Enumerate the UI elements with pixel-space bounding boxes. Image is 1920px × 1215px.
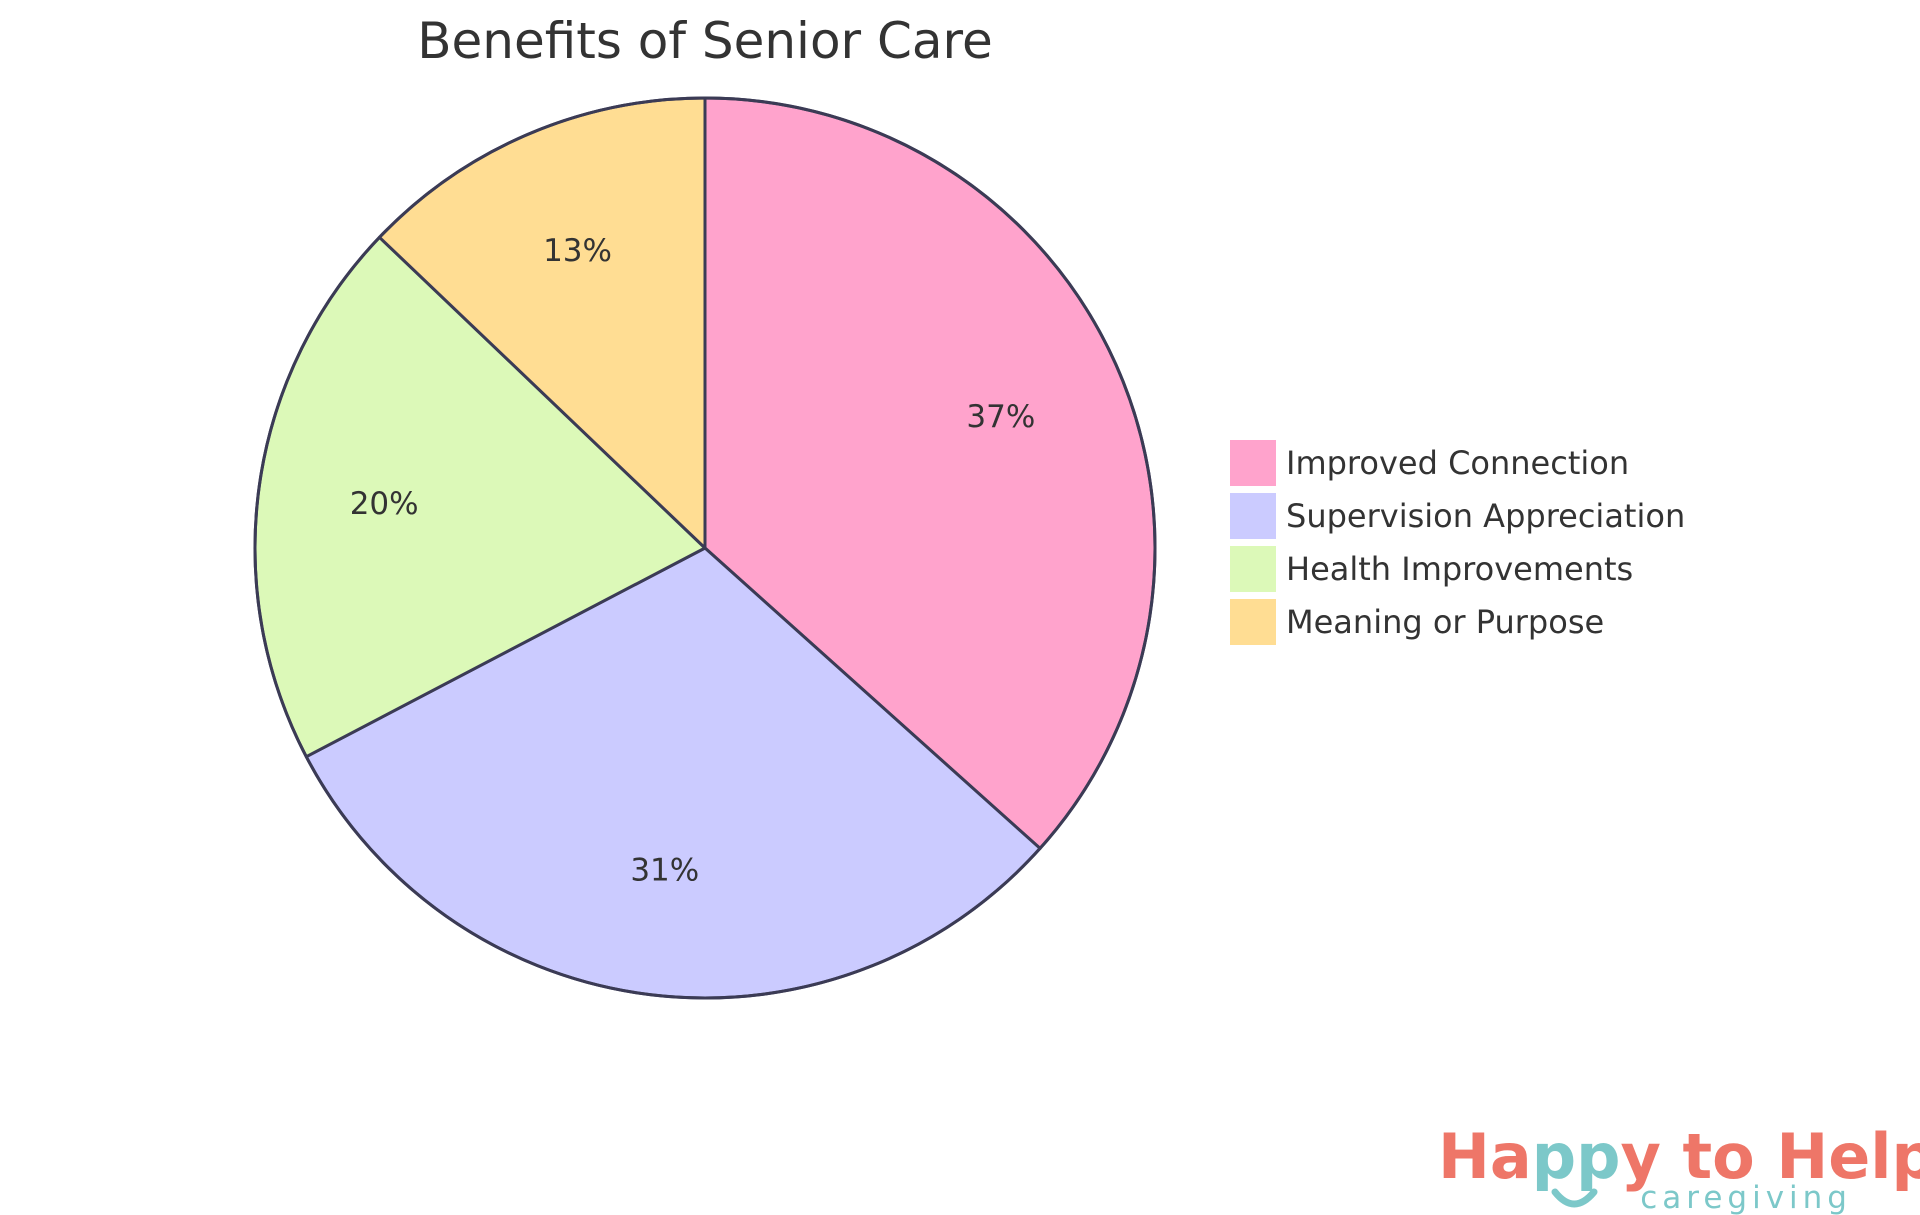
legend-label: Supervision Appreciation [1286,497,1685,535]
pie [253,96,1157,1000]
logo-smile-icon [1551,1188,1598,1208]
chart-title: Benefits of Senior Care [417,12,993,70]
logo-tagline: caregiving [1640,1180,1852,1215]
legend-label: Health Improvements [1286,550,1633,588]
slice-value-label: 13% [543,233,612,269]
slice-value-label: 31% [630,852,699,888]
legend: Improved Connection Supervision Appreciat… [1230,440,1685,645]
legend-swatch [1230,599,1276,645]
legend-label: Meaning or Purpose [1286,603,1604,641]
pie-outline [253,96,1157,1000]
legend-label: Improved Connection [1286,444,1629,482]
legend-swatch [1230,440,1276,486]
happy-to-help-logo: Happy to Help caregiving [1438,1120,1920,1215]
slice-labels: 37% 31% 20% 13% [350,233,1036,888]
logo-wordmark-part: y to Help [1621,1120,1920,1193]
legend-swatch [1230,546,1276,592]
logo-wordmark: Happy to Help [1438,1120,1920,1193]
slice-value-label: 20% [350,486,419,522]
legend-swatch [1230,493,1276,539]
logo-wordmark-part: Ha [1438,1120,1532,1193]
slice-value-label: 37% [966,399,1035,435]
logo-wordmark-part: pp [1532,1120,1621,1193]
